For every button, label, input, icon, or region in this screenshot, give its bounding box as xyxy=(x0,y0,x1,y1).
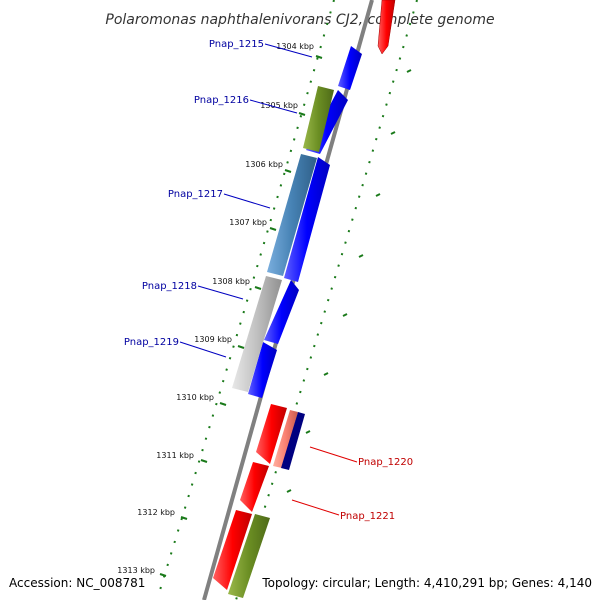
cds-reverse-bottom xyxy=(213,510,252,590)
map-title: Polaromonas naphthalenivorans CJ2, compl… xyxy=(105,12,494,28)
olive-feature-bottom xyxy=(228,514,270,598)
gene-label-pnap-1221: Pnap_1221 xyxy=(340,511,395,522)
gene-label-pnap-1216: Pnap_1216 xyxy=(194,95,249,106)
leader-pnap-1218 xyxy=(197,285,244,300)
tick-label-1310: 1310 kbp xyxy=(176,393,214,402)
accession-label: Accession: NC_008781 xyxy=(9,576,145,590)
tick-label-1304: 1304 kbp xyxy=(276,42,314,51)
tick-label-1308: 1308 kbp xyxy=(212,277,250,286)
salmon-feature xyxy=(273,410,298,468)
tick-labels: 1304 kbp 1305 kbp 1306 kbp 1307 kbp 1308… xyxy=(117,42,314,575)
leader-pnap-1216 xyxy=(249,99,298,114)
genome-summary: Topology: circular; Length: 4,410,291 bp… xyxy=(261,576,592,590)
leader-pnap-1215 xyxy=(264,43,313,58)
gene-label-pnap-1219: Pnap_1219 xyxy=(124,337,179,348)
gene-labels: Pnap_1215 Pnap_1216 Pnap_1217 Pnap_1218 … xyxy=(124,39,413,522)
gene-label-pnap-1217: Pnap_1217 xyxy=(168,189,223,200)
tick-label-1307: 1307 kbp xyxy=(229,218,267,227)
cds-reverse-top xyxy=(377,0,396,55)
leader-pnap-1221 xyxy=(291,499,340,516)
cds-pnap-1218-fwd xyxy=(264,280,299,344)
gene-label-pnap-1220: Pnap_1220 xyxy=(358,457,413,468)
leader-pnap-1217 xyxy=(223,193,271,209)
leader-pnap-1219 xyxy=(179,341,227,358)
tick-label-1313: 1313 kbp xyxy=(117,566,155,575)
tick-label-1311: 1311 kbp xyxy=(156,451,194,460)
tick-label-1305: 1305 kbp xyxy=(260,101,298,110)
leader-pnap-1220 xyxy=(309,446,358,463)
gene-label-pnap-1215: Pnap_1215 xyxy=(209,39,264,50)
tick-label-1306: 1306 kbp xyxy=(245,160,283,169)
steelblue-feature xyxy=(267,154,317,276)
gene-label-pnap-1218: Pnap_1218 xyxy=(142,281,197,292)
cds-pnap-1219-fwd xyxy=(248,342,277,398)
cds-pnap-1221 xyxy=(240,462,269,512)
tick-label-1309: 1309 kbp xyxy=(194,335,232,344)
olive-feature-top xyxy=(303,86,334,152)
cds-pnap-1215 xyxy=(338,46,362,90)
outer-track-ticks xyxy=(286,69,412,493)
inner-tick-marks xyxy=(159,55,323,577)
navy-feature xyxy=(281,412,305,470)
cds-pnap-1220 xyxy=(256,404,287,464)
grey-feature xyxy=(232,276,282,392)
tick-label-1312: 1312 kbp xyxy=(137,508,175,517)
cds-pnap-1217-fwd xyxy=(284,157,330,282)
outer-dotted-track xyxy=(235,0,418,600)
